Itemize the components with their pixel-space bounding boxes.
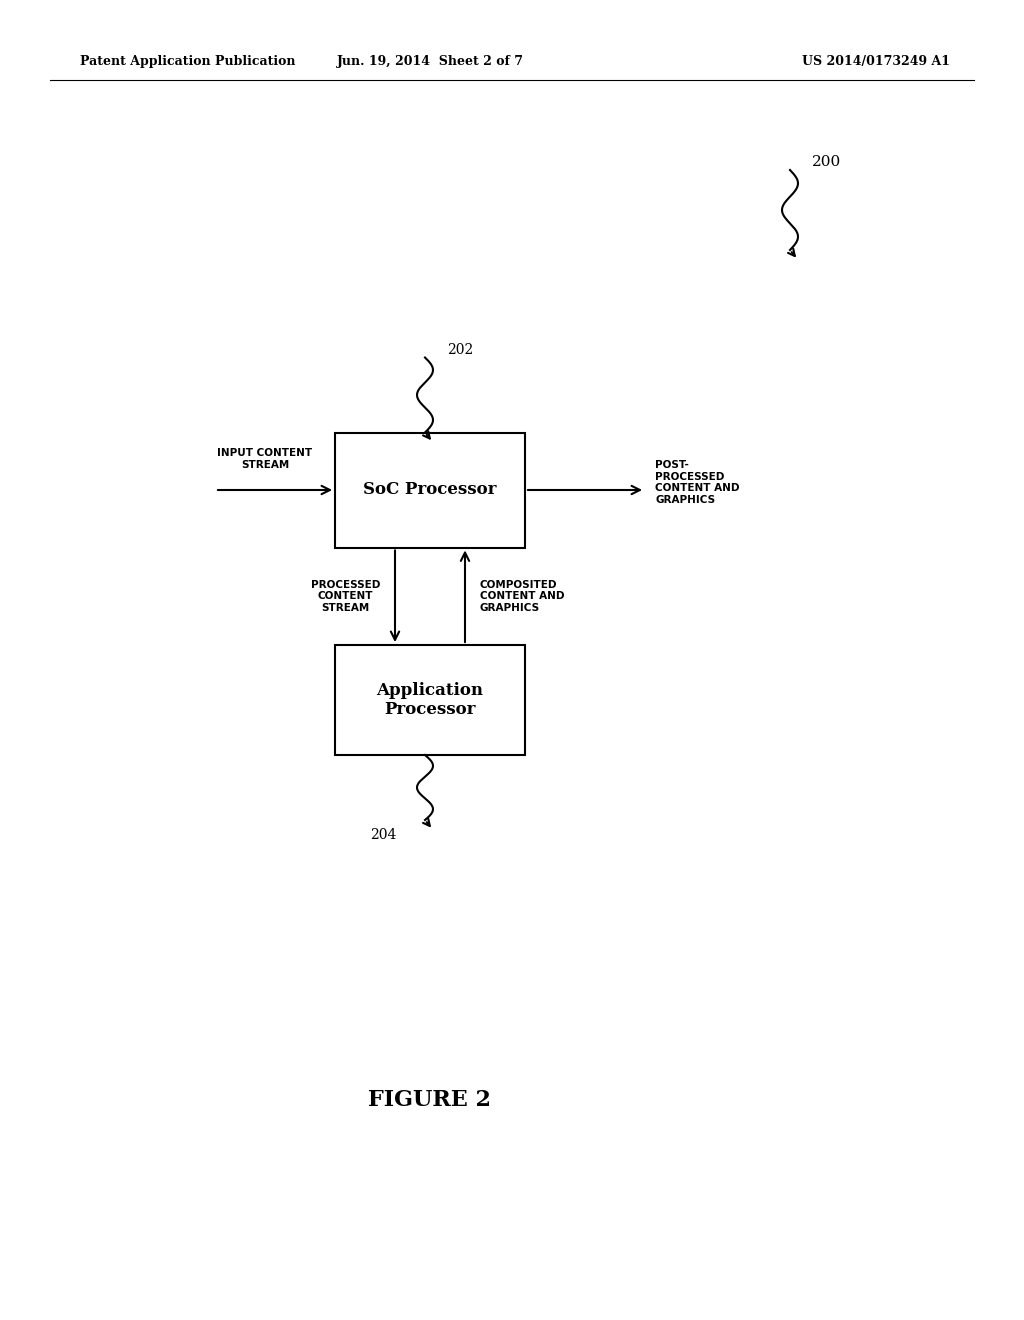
Bar: [335, 433, 525, 548]
Bar: [335, 645, 525, 755]
Text: INPUT CONTENT
STREAM: INPUT CONTENT STREAM: [217, 449, 312, 470]
Text: 204: 204: [370, 828, 396, 842]
Text: US 2014/0173249 A1: US 2014/0173249 A1: [802, 55, 950, 69]
Text: FIGURE 2: FIGURE 2: [369, 1089, 492, 1111]
Text: Application
Processor: Application Processor: [377, 681, 483, 718]
Text: 202: 202: [447, 342, 473, 356]
Text: PROCESSED
CONTENT
STREAM: PROCESSED CONTENT STREAM: [310, 579, 380, 612]
Text: 200: 200: [812, 154, 842, 169]
Text: Patent Application Publication: Patent Application Publication: [80, 55, 296, 69]
Text: COMPOSITED
CONTENT AND
GRAPHICS: COMPOSITED CONTENT AND GRAPHICS: [480, 579, 564, 612]
Text: SoC Processor: SoC Processor: [364, 482, 497, 499]
Text: Jun. 19, 2014  Sheet 2 of 7: Jun. 19, 2014 Sheet 2 of 7: [337, 55, 523, 69]
Text: POST-
PROCESSED
CONTENT AND
GRAPHICS: POST- PROCESSED CONTENT AND GRAPHICS: [655, 459, 739, 504]
